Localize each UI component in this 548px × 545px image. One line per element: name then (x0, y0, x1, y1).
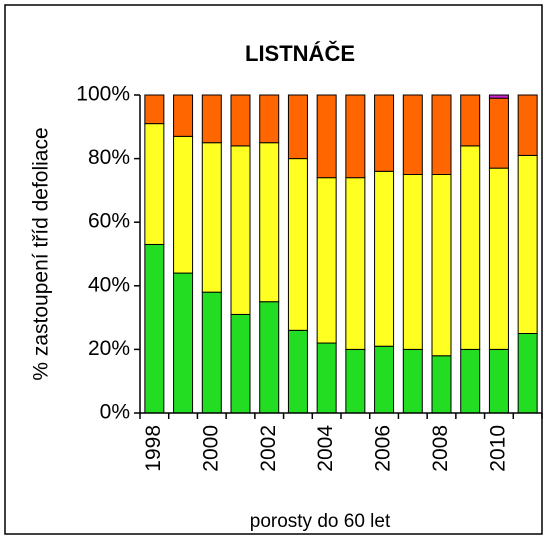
bar-segment (374, 345, 395, 414)
bar-segment (230, 145, 251, 315)
y-tick-label: 60% (88, 210, 130, 233)
bar-segment (287, 94, 308, 160)
bar-segment (345, 94, 366, 179)
bar-segment (460, 348, 481, 414)
bar-segment (488, 94, 509, 99)
chart-title: LISTNÁČE (245, 41, 355, 66)
bar-segment (431, 174, 452, 357)
bar-segment (431, 355, 452, 414)
bar-segment (259, 301, 280, 414)
bar-segment (259, 94, 280, 144)
bar-segment (517, 154, 538, 334)
bar-segment (316, 342, 337, 414)
bar-segment (316, 94, 337, 179)
bar-segment (144, 123, 165, 245)
bar-segment (144, 94, 165, 125)
y-tick-label: 80% (88, 146, 130, 169)
bar-segment (345, 177, 366, 350)
bar-segment (517, 333, 538, 414)
x-tick-label: 1998 (142, 425, 165, 472)
bar-segment (201, 142, 222, 293)
bar-segment (517, 94, 538, 156)
bar-segment (488, 348, 509, 414)
bar-segment (488, 97, 509, 169)
x-tick-label: 2008 (429, 425, 452, 472)
x-axis-label: porosty do 60 let (250, 511, 391, 532)
y-tick-label: 40% (88, 273, 130, 296)
bar-segment (402, 348, 423, 414)
bar-segment (201, 291, 222, 414)
y-axis-label: % zastoupení tříd defoliace (30, 127, 53, 380)
bar-segment (402, 94, 423, 175)
bar-segment (402, 174, 423, 350)
y-tick-label: 100% (76, 83, 130, 106)
bar-segment (201, 94, 222, 144)
bar-segment (230, 313, 251, 414)
bar-segment (316, 177, 337, 344)
bar-segment (374, 170, 395, 347)
bar-segment (230, 94, 251, 147)
bar-segment (173, 272, 194, 414)
bar-segment (287, 329, 308, 414)
x-tick-label: 2010 (486, 425, 509, 472)
bar-segment (345, 348, 366, 414)
x-tick-label: 2002 (257, 425, 280, 472)
y-tick-label: 0% (100, 401, 130, 424)
x-tick-label: 2004 (314, 425, 337, 472)
bar-segment (173, 135, 194, 274)
bar-segment (374, 94, 395, 172)
bar-segment (488, 167, 509, 350)
y-tick-label: 20% (88, 337, 130, 360)
x-tick-label: 2000 (199, 425, 222, 472)
bar-segment (287, 158, 308, 331)
bar-segment (173, 94, 194, 137)
x-tick-label: 2006 (372, 425, 395, 472)
bar-segment (144, 243, 165, 414)
bar-segment (460, 94, 481, 147)
bar-segment (431, 94, 452, 175)
bar-segment (460, 145, 481, 350)
bar-segment (259, 142, 280, 303)
